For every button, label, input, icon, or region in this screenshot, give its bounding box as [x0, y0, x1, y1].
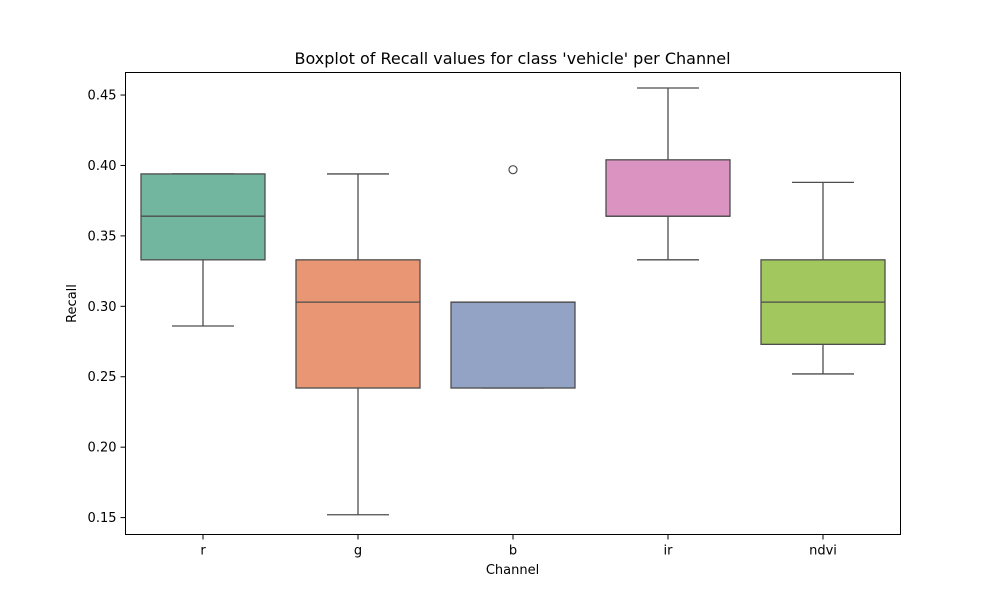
y-axis: 0.15 0.20 0.25 0.30 0.35 0.40 0.45: [88, 89, 126, 526]
x-tick-label: g: [354, 544, 362, 559]
iqr-box: [140, 173, 266, 261]
outlier-point: [508, 165, 518, 175]
box-ndvi: [760, 181, 886, 375]
x-tick-label: ndvi: [809, 544, 837, 559]
box-r: [140, 173, 266, 327]
x-tick-label: r: [200, 544, 206, 559]
box-g: [295, 173, 421, 516]
y-tick-label: 0.45: [88, 89, 117, 104]
x-tick-label: b: [509, 544, 517, 559]
plot-area: [140, 87, 886, 516]
y-tick-label: 0.35: [88, 229, 117, 244]
x-tick-label: ir: [664, 544, 674, 559]
box-b: [450, 165, 576, 389]
iqr-box: [295, 259, 421, 389]
y-tick-label: 0.20: [88, 441, 117, 456]
box-ir: [605, 87, 731, 261]
x-axis-label: Channel: [486, 563, 539, 578]
y-tick-label: 0.25: [88, 370, 117, 385]
y-axis-label: Recall: [65, 284, 80, 323]
y-tick-label: 0.15: [88, 511, 117, 526]
iqr-box: [605, 159, 731, 217]
chart-title: Boxplot of Recall values for class 'vehi…: [294, 49, 730, 68]
plot-frame: [125, 72, 901, 535]
y-tick-label: 0.40: [88, 159, 117, 174]
x-axis: r g b ir ndvi: [200, 534, 837, 559]
iqr-box: [450, 301, 576, 389]
y-tick-label: 0.30: [88, 300, 117, 315]
